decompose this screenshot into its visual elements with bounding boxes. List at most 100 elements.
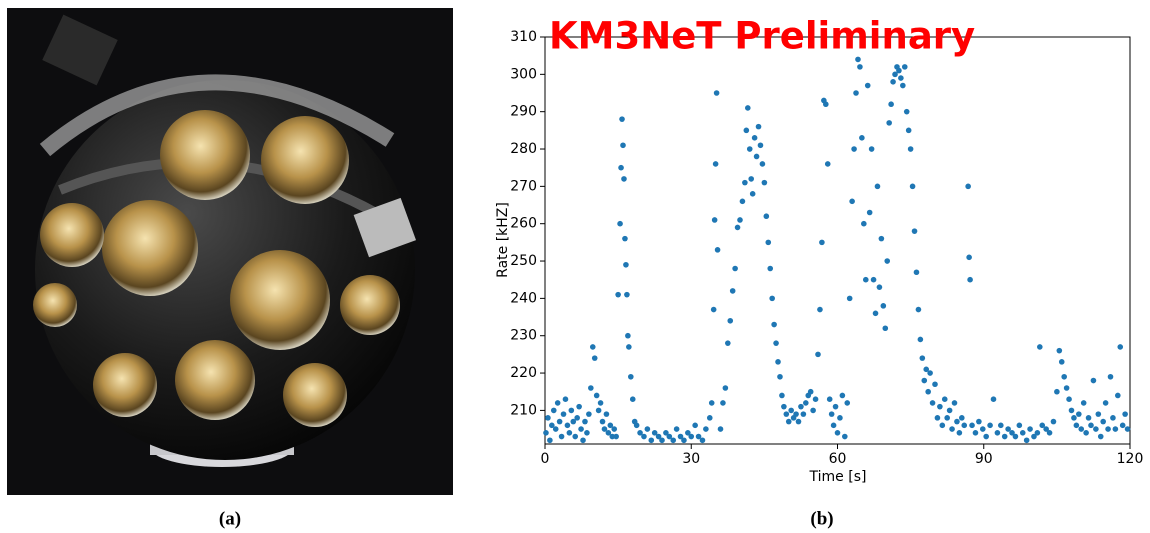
point xyxy=(941,396,948,402)
point xyxy=(629,396,636,402)
point xyxy=(798,403,804,410)
point xyxy=(872,310,879,317)
point xyxy=(611,426,618,432)
point xyxy=(681,437,687,444)
point xyxy=(595,407,602,414)
point xyxy=(979,426,986,432)
point xyxy=(712,161,719,167)
point xyxy=(695,433,702,440)
point xyxy=(615,291,621,298)
point xyxy=(545,415,551,421)
point xyxy=(633,422,640,429)
point xyxy=(617,220,623,227)
y-tick-label: 280 xyxy=(510,141,537,157)
point xyxy=(864,82,871,89)
point xyxy=(1093,426,1099,432)
point xyxy=(755,123,762,130)
point xyxy=(609,433,616,440)
point xyxy=(810,407,816,414)
point xyxy=(648,437,655,444)
point xyxy=(890,79,896,85)
point xyxy=(1107,373,1114,380)
point xyxy=(1066,396,1072,402)
point xyxy=(903,108,910,115)
point xyxy=(714,247,721,253)
y-tick-label: 230 xyxy=(510,328,537,344)
point xyxy=(919,355,926,361)
point xyxy=(673,426,680,432)
point xyxy=(1102,400,1109,406)
point xyxy=(959,415,965,421)
point xyxy=(737,217,743,223)
point xyxy=(588,385,594,391)
point xyxy=(823,101,829,108)
point xyxy=(837,415,843,421)
point xyxy=(1080,400,1087,406)
point xyxy=(1023,437,1030,444)
point xyxy=(956,429,963,436)
point xyxy=(1124,426,1131,432)
point xyxy=(564,422,571,429)
point xyxy=(621,176,627,182)
point xyxy=(685,429,691,436)
point xyxy=(1122,411,1128,417)
point xyxy=(562,396,569,402)
point xyxy=(742,179,748,186)
point xyxy=(580,437,586,444)
point xyxy=(593,392,600,399)
point xyxy=(703,426,709,432)
plot-frame xyxy=(544,36,1131,445)
point xyxy=(746,146,753,152)
point xyxy=(572,433,579,440)
point xyxy=(641,433,647,440)
point xyxy=(659,437,665,444)
point xyxy=(549,422,555,429)
point xyxy=(925,388,931,395)
point xyxy=(1046,429,1053,436)
point xyxy=(965,183,971,190)
point xyxy=(909,183,916,190)
point xyxy=(586,411,592,417)
point xyxy=(851,146,857,152)
point xyxy=(898,75,904,81)
point xyxy=(817,306,823,313)
point xyxy=(857,64,863,70)
point xyxy=(637,429,643,436)
point xyxy=(1005,426,1011,432)
point xyxy=(597,400,604,406)
point xyxy=(839,392,846,399)
point xyxy=(1061,373,1067,380)
point xyxy=(763,213,770,220)
point xyxy=(1009,429,1015,436)
point xyxy=(613,433,619,440)
point xyxy=(826,396,833,402)
point xyxy=(800,411,807,417)
point xyxy=(987,422,993,429)
y-tick-label: 260 xyxy=(510,216,537,232)
point xyxy=(663,429,669,436)
point xyxy=(717,426,724,432)
point xyxy=(599,418,606,425)
point xyxy=(939,422,946,429)
point xyxy=(861,220,867,227)
point xyxy=(566,429,573,436)
x-tick-label: 30 xyxy=(682,451,700,467)
point xyxy=(620,142,626,149)
point xyxy=(781,403,787,410)
point xyxy=(785,418,792,425)
point xyxy=(842,433,848,440)
point xyxy=(819,239,825,246)
point xyxy=(882,325,889,332)
point xyxy=(699,437,706,444)
point xyxy=(708,400,715,406)
point xyxy=(729,288,736,294)
x-axis-label: Time [s] xyxy=(809,469,867,485)
point xyxy=(568,407,575,414)
point xyxy=(1050,418,1057,425)
point xyxy=(1034,429,1041,436)
point xyxy=(713,90,720,96)
point xyxy=(874,183,881,190)
point xyxy=(706,415,713,421)
point xyxy=(767,265,774,272)
